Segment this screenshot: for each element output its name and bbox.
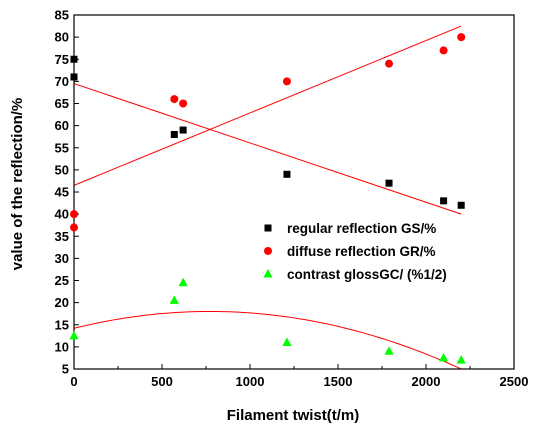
y-tick-label: 25 [55,273,69,288]
y-axis-title: value of the reflection/% [9,98,26,271]
data-point-triangle [169,295,179,304]
legend-label: diffuse reflection GR/% [287,244,436,259]
fit-line [73,83,462,215]
legend-marker-circle [264,247,272,255]
data-point-circle [70,210,78,219]
data-point-square [70,55,78,63]
data-point-circle [70,223,78,232]
data-point-triangle [178,277,188,287]
data-point-triangle [384,346,394,355]
y-tick-label: 40 [55,207,69,222]
y-tick-label: 55 [55,140,69,155]
fit-lines [73,25,462,370]
y-tick-label: 70 [55,74,69,89]
y-tick-label: 80 [55,30,69,45]
data-point-square [283,170,291,178]
x-tick-label: 0 [70,374,77,389]
data-point-square [179,126,187,134]
legend-label: regular reflection GS/% [287,221,436,236]
data-point-triangle [439,352,449,362]
x-tick-label: 1500 [324,374,353,389]
x-tick-label: 500 [151,374,173,389]
data-point-triangle [456,355,466,364]
fit-line [73,25,462,186]
data-point-square [385,179,393,187]
data-point-square [440,197,448,205]
y-tick-label: 60 [55,118,69,133]
y-tick-label: 5 [62,362,69,377]
data-point-triangle [69,330,79,340]
y-tick-label: 35 [55,229,69,244]
data-markers [69,33,466,364]
fit-curve [73,310,462,370]
legend: regular reflection GS/% diffuse reflectio… [263,221,447,282]
y-tick-label: 20 [55,295,69,310]
y-tick-label: 10 [55,339,69,354]
data-point-circle [385,59,394,68]
data-point-circle [282,77,291,86]
y-tick-label: 15 [55,317,69,332]
y-tick-label: 85 [55,8,69,23]
y-tick-label: 75 [55,52,69,67]
legend-marker-square [264,224,272,232]
axes: 0 500 1000 1500 2000 2500 5 10 15 20 25 30 35 40 45 50 5… [55,8,529,390]
y-tick-label: 50 [55,162,69,177]
data-point-circle [179,99,188,108]
data-point-circle [457,33,466,42]
data-point-circle [170,95,179,104]
y-tick-label: 30 [55,251,69,266]
legend-label: contrast glossGC/ (%1/2) [287,267,447,282]
x-tick-label: 2000 [412,374,441,389]
legend-marker-triangle [263,269,273,278]
y-tick-label: 45 [55,185,69,200]
x-axis-title: Filament twist(t/m) [227,407,360,424]
y-tick-label: 65 [55,96,69,111]
data-point-square [170,130,178,138]
data-point-square [70,73,78,81]
x-tick-label: 1000 [236,374,265,389]
data-point-circle [439,46,448,55]
data-point-triangle [282,337,292,346]
data-point-square [457,201,465,209]
x-tick-label: 2500 [500,374,529,389]
